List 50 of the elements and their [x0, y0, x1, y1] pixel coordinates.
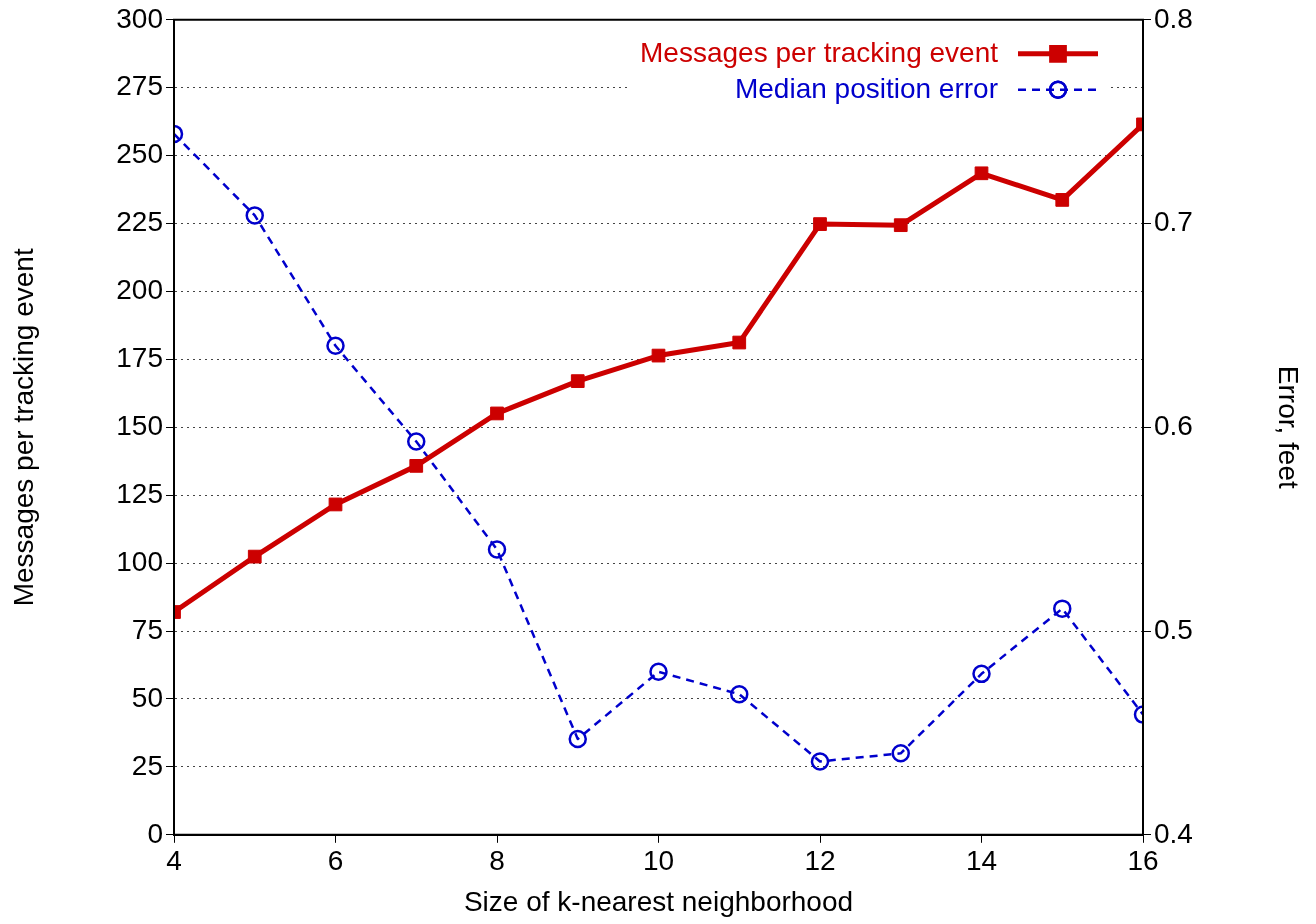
y-tick-label: 125: [116, 477, 163, 509]
y2-tick-label: 0.7: [1154, 206, 1193, 238]
legend-label: Median position error: [734, 72, 998, 104]
y-tick-label: 50: [131, 681, 163, 713]
x-tick-label: 8: [489, 845, 505, 877]
legend-label: Messages per tracking event: [640, 36, 999, 68]
point: [732, 335, 747, 350]
point: [893, 218, 908, 233]
point: [409, 459, 424, 473]
x-tick-label: 4: [166, 845, 182, 877]
y2-tick-label: 0.6: [1154, 410, 1193, 442]
y-tick-label: 250: [116, 138, 163, 170]
point: [407, 432, 426, 451]
point: [730, 684, 749, 704]
y-tick-label: 0: [147, 817, 163, 849]
point: [649, 662, 668, 682]
y-tick-label: 300: [116, 2, 163, 34]
y2-tick-label: 0.5: [1154, 613, 1193, 645]
point: [568, 729, 587, 749]
point: [328, 497, 343, 512]
x-tick-label: 10: [642, 845, 675, 877]
point: [651, 348, 666, 363]
y-tick-label: 275: [116, 70, 163, 102]
x-tick-label: 12: [804, 845, 836, 877]
y-tick-label: 150: [116, 410, 163, 442]
y2-tick-label: 0.8: [1154, 2, 1193, 34]
point: [813, 217, 827, 231]
y-tick-label: 25: [131, 749, 163, 781]
point: [1055, 193, 1070, 207]
point: [972, 664, 991, 684]
point: [1053, 599, 1072, 618]
x-axis-title: Size of k-nearest neighborhood: [463, 885, 854, 917]
point: [487, 540, 507, 559]
x-tick-label: 14: [965, 845, 998, 877]
y-tick-label: 225: [116, 206, 163, 238]
x-tick-label: 6: [327, 845, 344, 877]
y-axis-title: Messages per tracking event: [7, 248, 39, 607]
point: [570, 374, 585, 388]
point: [326, 336, 345, 356]
y2-axis-title: Error, feet: [1273, 365, 1305, 489]
y-tick-label: 100: [116, 545, 163, 577]
y-tick-label: 75: [131, 613, 163, 645]
point: [974, 166, 989, 181]
point: [891, 744, 910, 763]
y-tick-label: 200: [116, 274, 163, 306]
point: [810, 752, 830, 771]
point: [490, 406, 504, 421]
point: [247, 549, 262, 564]
point: [245, 206, 264, 225]
y-tick-label: 175: [116, 342, 163, 374]
